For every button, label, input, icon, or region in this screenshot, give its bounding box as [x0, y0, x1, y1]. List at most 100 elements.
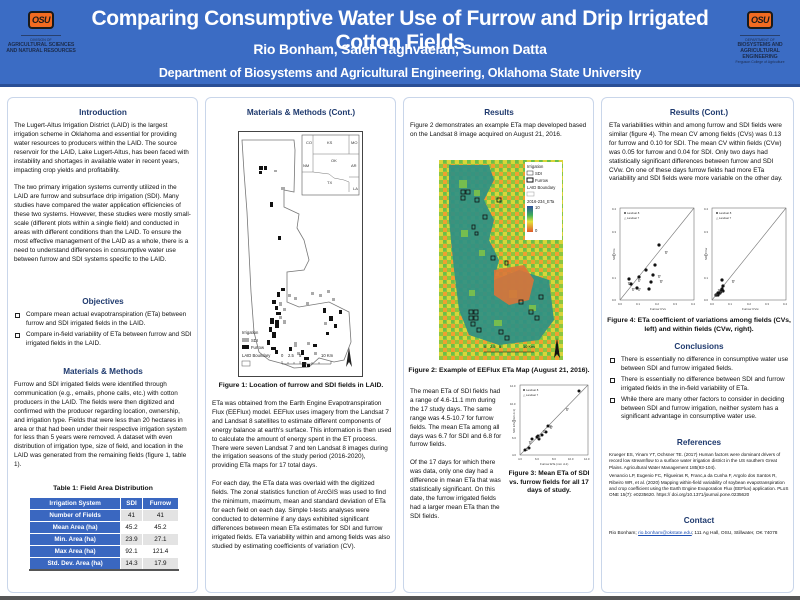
section-title-references: References: [676, 438, 722, 447]
svg-text:2016-234_ETa: 2016-234_ETa: [527, 199, 555, 204]
svg-text:0.3: 0.3: [612, 230, 616, 234]
svg-text:10.0: 10.0: [568, 457, 574, 461]
contact-name: Rio Bonham;: [609, 531, 637, 536]
svg-text:0.1: 0.1: [728, 302, 732, 306]
table-row: Number of Fields 41 41: [28, 509, 180, 522]
svg-text:Furrow ETa (mm d-1): Furrow ETa (mm d-1): [540, 462, 568, 466]
methods-paragraph: Furrow and SDI irrigated fields were ide…: [14, 381, 187, 469]
section-title-conclusions: Conclusions: [674, 342, 724, 351]
intro-paragraph-1: The Lugert-Altus Irrigation District (LA…: [14, 122, 189, 174]
svg-text:0: 0: [535, 228, 538, 233]
methods-cont-paragraph-2: For each day, the ETa data was overlaid …: [212, 480, 390, 550]
svg-text:Furrow CVs: Furrow CVs: [650, 307, 666, 311]
table-row: Mean Area (ha) 45.2 45.2: [28, 521, 180, 534]
section-title-results-cont: Results (Cont.): [669, 108, 729, 117]
svg-text:Irrigation: Irrigation: [527, 164, 544, 169]
svg-text:0: 0: [281, 353, 284, 358]
svg-text:△ Landsat 7: △ Landsat 7: [523, 393, 539, 397]
svg-text:Landsat 8: Landsat 8: [719, 211, 732, 215]
reference-item: Venancio LP, Eugenio FC, Filgueiras R, F…: [609, 473, 789, 498]
section-title-introduction: Introduction: [79, 108, 127, 117]
svg-text:10.0: 10.0: [510, 402, 516, 406]
svg-text:0: 0: [484, 344, 487, 349]
svg-text:0.3: 0.3: [765, 302, 769, 306]
table-header: Furrow: [141, 497, 180, 510]
svg-text:0.0: 0.0: [704, 298, 708, 302]
svg-text:8.0: 8.0: [512, 419, 516, 423]
figure4-scatter-charts: 0.4 0.3 0.2 0.1 0.0 0.0 0.1 0.2 0.3 0.4 …: [606, 204, 792, 312]
svg-text:10 Km: 10 Km: [321, 353, 334, 358]
svg-text:△ Landsat 7: △ Landsat 7: [716, 216, 732, 220]
svg-text:5: 5: [299, 353, 302, 358]
section-title-results: Results: [484, 108, 514, 117]
panel-results: Results Figure 2 demonstrates an example…: [403, 97, 594, 593]
figure3-scatter-chart: 12.0 10.0 8.0 6.0 4.0 4.0 6.0 8.0 10.0 1…: [508, 381, 592, 467]
laid-map-graphic: CO KS MO NM OK AR TX LA: [241, 134, 360, 369]
figure1-field-location-map: CO KS MO NM OK AR TX LA: [238, 131, 363, 377]
svg-text:0.2: 0.2: [747, 302, 751, 306]
objective-text: Compare in-field variability of ETa betw…: [26, 330, 192, 347]
contact-address: ; 111 Ag Hall, OSU, Stillwater, OK 74078: [691, 531, 778, 536]
cell-furrow: 45.2: [141, 521, 180, 534]
section-title-contact: Contact: [683, 516, 715, 525]
svg-text:0.3: 0.3: [673, 302, 677, 306]
cell-sdi: 41: [120, 509, 143, 522]
logo-subtitle: DIVISION OF: [30, 38, 52, 42]
svg-text:0.2: 0.2: [612, 253, 616, 257]
table-caption: Table 1: Field Area Distribution: [53, 485, 153, 492]
svg-text:△ Landsat 7: △ Landsat 7: [624, 216, 640, 220]
cell-sdi: 23.9: [120, 533, 143, 546]
figure4-cvs-cvw-graphic: 0.4 0.3 0.2 0.1 0.0 0.0 0.1 0.2 0.3 0.4 …: [612, 207, 787, 311]
logo-line1: BIOSYSTEMS AND: [737, 42, 783, 48]
svg-text:Landsat 8: Landsat 8: [627, 211, 640, 215]
poster-header: OSU DIVISION OF AGRICULTURAL SCIENCES AN…: [0, 0, 800, 87]
svg-text:Furrow: Furrow: [251, 345, 265, 350]
checkbox-bullet-icon: [15, 332, 20, 338]
contact-email-link[interactable]: rio.bonham@okstate.edu: [638, 531, 692, 536]
table-row: Std. Dev. Area (ha) 14.3 17.9: [28, 557, 180, 570]
svg-text:0.0: 0.0: [710, 302, 714, 306]
reference-item: Krueger ES, Yinam YT, Ochsner TE. (2017)…: [609, 452, 781, 470]
svg-text:6.0: 6.0: [535, 457, 539, 461]
osu-logo-icon: OSU: [747, 11, 773, 29]
table-header: Irrigation System: [28, 497, 122, 510]
svg-text:SDI CVs: SDI CVs: [612, 248, 616, 260]
table-header: SDI: [120, 497, 143, 510]
eta-raster-graphic: Irrigation SDI Furrow LAID Boundary 2016…: [439, 160, 563, 360]
cell-furrow: 41: [141, 509, 180, 522]
intro-paragraph-2: The two primary irrigation systems curre…: [14, 184, 191, 263]
svg-text:Furrow: Furrow: [535, 178, 549, 183]
logo-division-agricultural-sciences: OSU DIVISION OF AGRICULTURAL SCIENCES AN…: [6, 10, 76, 54]
svg-text:Landsat 8: Landsat 8: [526, 388, 539, 392]
section-title-methods-cont: Materials & Methods (Cont.): [246, 108, 356, 117]
svg-text:CO: CO: [306, 140, 312, 145]
logo-divider: [740, 35, 780, 36]
section-title-methods: Materials & Methods: [63, 367, 143, 376]
svg-text:0.4: 0.4: [704, 207, 708, 211]
conclusions-list: There is essentially no difference in co…: [609, 356, 789, 422]
svg-text:LAID Boundary: LAID Boundary: [527, 185, 556, 190]
figure2-caption: Figure 2: Example of EEFlux ETa Map (Aug…: [408, 367, 590, 374]
logo-divider: [21, 35, 61, 36]
svg-text:10 Km: 10 Km: [523, 344, 535, 349]
results-cont-paragraph: ETa variabilities within and among furro…: [609, 122, 783, 183]
objectives-list: Compare mean actual evapotranspiration (…: [14, 311, 192, 349]
panel-results-cont: Results (Cont.) ETa variabilities within…: [601, 97, 794, 593]
svg-text:SDI: SDI: [251, 338, 258, 343]
checkbox-bullet-icon: [15, 313, 20, 318]
svg-text:0.2: 0.2: [704, 253, 708, 257]
svg-text:4.0: 4.0: [512, 453, 516, 457]
svg-text:2.5: 2.5: [490, 344, 496, 349]
row-header: Mean Area (ha): [28, 521, 122, 534]
footer-bar: [0, 596, 800, 600]
svg-text:SDI: SDI: [535, 171, 542, 176]
osu-logo-icon: OSU: [28, 11, 54, 29]
section-title-objectives: Objectives: [82, 297, 124, 306]
svg-text:0.4: 0.4: [612, 207, 616, 211]
logo-college: Ferguson College of Agriculture: [735, 60, 785, 64]
svg-text:0.1: 0.1: [636, 302, 640, 306]
svg-text:12.0: 12.0: [510, 384, 516, 388]
svg-text:SDI CVw: SDI CVw: [704, 247, 708, 260]
svg-text:0.0: 0.0: [612, 298, 616, 302]
results-paragraph-3: Of the 17 days for which there was data,…: [410, 459, 501, 520]
